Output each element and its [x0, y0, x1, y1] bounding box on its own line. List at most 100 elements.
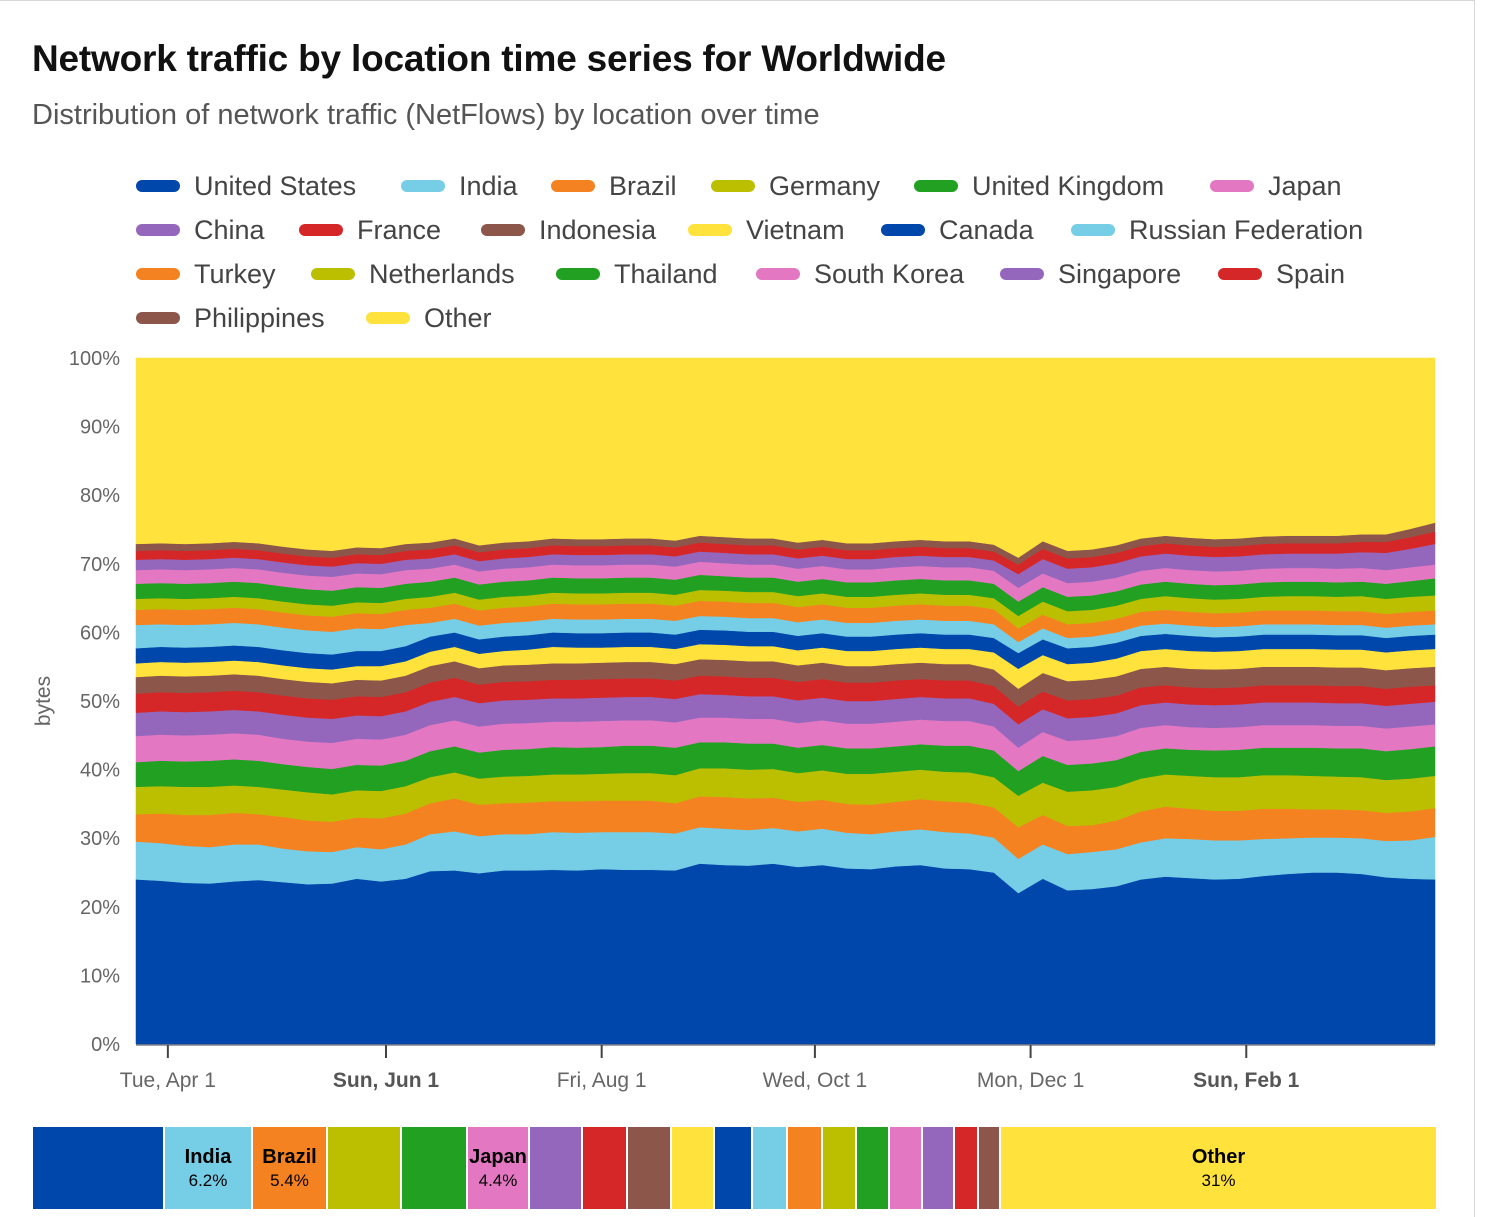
- legend-swatch: [136, 224, 180, 236]
- treemap-cell[interactable]: [890, 1127, 923, 1209]
- legend-label: Germany: [769, 170, 881, 201]
- y-axis-label: bytes: [32, 676, 55, 726]
- legend-label: Brazil: [609, 170, 677, 201]
- legend-swatch: [299, 224, 343, 236]
- legend-label: South Korea: [814, 258, 965, 289]
- treemap-cell-value: 6.2%: [188, 1170, 228, 1190]
- y-tick-label: 30%: [80, 828, 120, 850]
- legend-item[interactable]: China: [136, 210, 265, 250]
- treemap-cell[interactable]: Japan 4.4%: [468, 1127, 530, 1209]
- legend-label: India: [459, 170, 518, 201]
- y-tick-label: 40%: [80, 760, 120, 782]
- area-series-united-states[interactable]: [135, 863, 1436, 1045]
- legend-label: Singapore: [1058, 258, 1182, 289]
- legend-item[interactable]: Russian Federation: [1071, 210, 1363, 250]
- area-series-other[interactable]: [135, 357, 1436, 558]
- legend-swatch: [688, 224, 732, 236]
- legend-label: Japan: [1268, 170, 1342, 201]
- legend-swatch: [551, 180, 595, 192]
- legend-swatch: [881, 224, 925, 236]
- treemap-cell-value: 4.4%: [478, 1170, 518, 1190]
- treemap-cell[interactable]: [823, 1127, 857, 1209]
- y-tick-label: 100%: [69, 348, 120, 370]
- legend-label: United Kingdom: [972, 170, 1165, 201]
- legend-item[interactable]: Other: [366, 298, 492, 338]
- treemap-cell-name: Brazil: [262, 1145, 317, 1168]
- treemap-cell[interactable]: Brazil 5.4%: [253, 1127, 328, 1209]
- legend-label: United States: [194, 170, 357, 201]
- legend-item[interactable]: Singapore: [1000, 254, 1181, 294]
- treemap-cell-name: Other: [1191, 1145, 1246, 1168]
- legend-item[interactable]: Vietnam: [688, 210, 845, 250]
- treemap-cell[interactable]: [628, 1127, 672, 1209]
- y-tick-label: 70%: [80, 554, 120, 576]
- legend-label: Other: [424, 302, 492, 333]
- x-tick-label: Tue, Apr 1: [120, 1069, 216, 1092]
- legend-item[interactable]: Canada: [881, 210, 1034, 250]
- legend-swatch: [556, 268, 600, 280]
- location-treemap: India 6.2% Brazil 5.4% Japan 4.4% Other 31%: [33, 1127, 1439, 1209]
- y-tick-label: 0%: [91, 1034, 120, 1056]
- legend-swatch: [136, 180, 180, 192]
- legend-label: Indonesia: [539, 214, 657, 245]
- stacked-area-chart: 0% 10% 20% 30% 40% 50% 60% 70% 80% 90% 100% bytes Tu…: [32, 348, 1436, 1092]
- treemap-cell[interactable]: [33, 1127, 165, 1209]
- legend-item[interactable]: Indonesia: [481, 210, 656, 250]
- legend-item[interactable]: Thailand: [556, 254, 718, 294]
- legend-item[interactable]: Spain: [1218, 254, 1345, 294]
- legend-swatch: [1210, 180, 1254, 192]
- legend-swatch: [1218, 268, 1262, 280]
- treemap-cell-value: 31%: [1201, 1170, 1236, 1190]
- y-tick-label: 90%: [80, 417, 120, 439]
- legend-item[interactable]: France: [299, 210, 441, 250]
- x-tick-label: Sun, Feb 1: [1193, 1069, 1300, 1092]
- treemap-cell[interactable]: [788, 1127, 823, 1209]
- legend-item[interactable]: Netherlands: [311, 254, 515, 294]
- legend-swatch: [756, 268, 800, 280]
- legend-item[interactable]: United Kingdom: [914, 166, 1164, 206]
- y-tick-label: 80%: [80, 485, 120, 507]
- y-tick-label: 50%: [80, 691, 120, 713]
- legend-label: Philippines: [194, 302, 325, 333]
- legend-swatch: [136, 312, 180, 324]
- treemap-cell[interactable]: [530, 1127, 583, 1209]
- legend-item[interactable]: Philippines: [136, 298, 325, 338]
- legend-label: Spain: [1276, 258, 1346, 289]
- legend-item[interactable]: Germany: [711, 166, 880, 206]
- x-tick-label: Sun, Jun 1: [333, 1069, 440, 1092]
- treemap-cell[interactable]: [715, 1127, 753, 1209]
- x-tick-label: Fri, Aug 1: [557, 1069, 647, 1092]
- x-tick-label: Wed, Oct 1: [763, 1069, 868, 1092]
- legend-swatch: [311, 268, 355, 280]
- treemap-cell-value: 5.4%: [270, 1170, 309, 1190]
- legend-item[interactable]: South Korea: [756, 254, 964, 294]
- legend-item[interactable]: Turkey: [136, 254, 276, 294]
- legend-swatch: [1071, 224, 1115, 236]
- treemap-cell[interactable]: [955, 1127, 979, 1209]
- treemap-cell[interactable]: Other 31%: [1001, 1127, 1438, 1209]
- treemap-cell[interactable]: [672, 1127, 715, 1209]
- treemap-cell[interactable]: [979, 1127, 1001, 1209]
- treemap-cell[interactable]: India 6.2%: [165, 1127, 253, 1209]
- legend-label: Vietnam: [746, 214, 845, 245]
- y-tick-label: 60%: [80, 622, 120, 644]
- treemap-cell[interactable]: [753, 1127, 788, 1209]
- treemap-cell[interactable]: [402, 1127, 468, 1209]
- treemap-cell[interactable]: [923, 1127, 955, 1209]
- legend-label: Russian Federation: [1129, 214, 1364, 245]
- treemap-cell[interactable]: [328, 1127, 402, 1209]
- x-tick-label: Mon, Dec 1: [977, 1069, 1084, 1092]
- legend-swatch: [366, 312, 410, 324]
- legend-item[interactable]: Brazil: [551, 166, 677, 206]
- legend-swatch: [481, 224, 525, 236]
- legend-item[interactable]: United States: [136, 166, 356, 206]
- legend-label: Thailand: [614, 258, 718, 289]
- y-tick-label: 20%: [80, 897, 120, 919]
- chart-subtitle: Distribution of network traffic (NetFlow…: [32, 99, 820, 131]
- y-tick-label: 10%: [80, 965, 120, 987]
- legend-item[interactable]: India: [401, 166, 518, 206]
- legend-item[interactable]: Japan: [1210, 166, 1342, 206]
- treemap-cell[interactable]: [583, 1127, 628, 1209]
- treemap-cell[interactable]: [857, 1127, 890, 1209]
